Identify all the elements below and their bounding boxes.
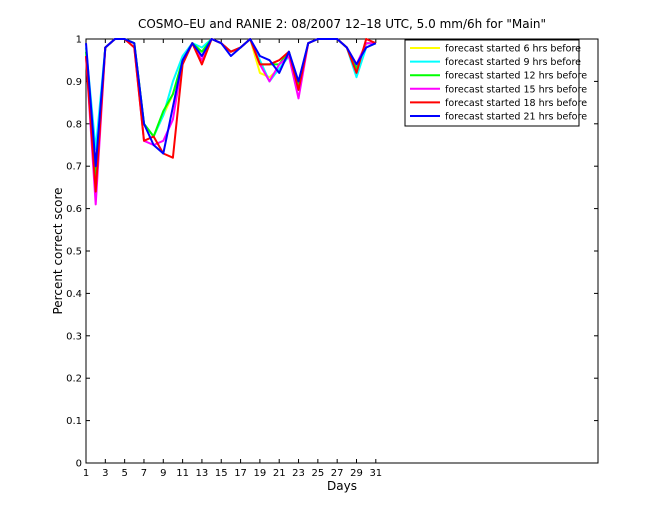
y-tick-label: 0.5 bbox=[66, 247, 82, 258]
y-tick-label: 0.4 bbox=[66, 289, 82, 300]
y-tick-label: 0.1 bbox=[66, 416, 82, 427]
legend-label: forecast started 18 hrs before bbox=[445, 98, 587, 109]
y-tick-label: 0.8 bbox=[66, 119, 82, 130]
legend: forecast started 6 hrs before forecast st… bbox=[404, 39, 587, 127]
x-axis-label: Days bbox=[327, 479, 357, 493]
x-tick-label: 9 bbox=[160, 468, 166, 479]
chart-title: COSMO–EU and RANIE 2: 08/2007 12–18 UTC,… bbox=[138, 17, 546, 31]
legend-label: forecast started 21 hrs before bbox=[445, 112, 587, 123]
x-tick-label: 19 bbox=[254, 468, 267, 479]
y-tick-label: 1 bbox=[76, 35, 82, 46]
y-tick-label: 0.3 bbox=[66, 331, 82, 342]
x-tick-label: 25 bbox=[311, 468, 324, 479]
x-tick-label: 5 bbox=[121, 468, 127, 479]
ticks-layer: 1 3 5 7 9 11 13 15 17 19 21 23 25 27 29 3100.10.20.30.4… bbox=[66, 35, 598, 479]
x-tick-label: 21 bbox=[273, 468, 286, 479]
legend-label: forecast started 12 hrs before bbox=[445, 71, 587, 82]
legend-label: forecast started 15 hrs before bbox=[445, 84, 587, 95]
x-tick-label: 3 bbox=[102, 468, 108, 479]
x-tick-label: 29 bbox=[350, 468, 363, 479]
y-tick-label: 0.7 bbox=[66, 162, 82, 173]
x-tick-label: 15 bbox=[215, 468, 228, 479]
series-lines bbox=[85, 38, 377, 206]
x-tick-label: 17 bbox=[234, 468, 247, 479]
x-tick-label: 27 bbox=[331, 468, 344, 479]
legend-label: forecast started 9 hrs before bbox=[445, 57, 581, 68]
y-tick-label: 0.2 bbox=[66, 374, 82, 385]
legend-items: forecast started 6 hrs before forecast st… bbox=[410, 44, 587, 123]
x-tick-label: 1 bbox=[83, 468, 89, 479]
y-tick-label: 0.6 bbox=[66, 204, 82, 215]
series-line-6 bbox=[85, 38, 377, 168]
x-tick-label: 31 bbox=[369, 468, 382, 479]
x-tick-label: 13 bbox=[196, 468, 209, 479]
legend-box bbox=[404, 39, 580, 127]
x-tick-label: 23 bbox=[292, 468, 305, 479]
y-tick-label: 0 bbox=[76, 459, 82, 470]
x-tick-label: 11 bbox=[176, 468, 189, 479]
y-tick-label: 0.9 bbox=[66, 77, 82, 88]
legend-label: forecast started 6 hrs before bbox=[445, 44, 581, 55]
x-tick-label: 7 bbox=[141, 468, 147, 479]
y-axis-label: Percent correct score bbox=[51, 187, 65, 314]
